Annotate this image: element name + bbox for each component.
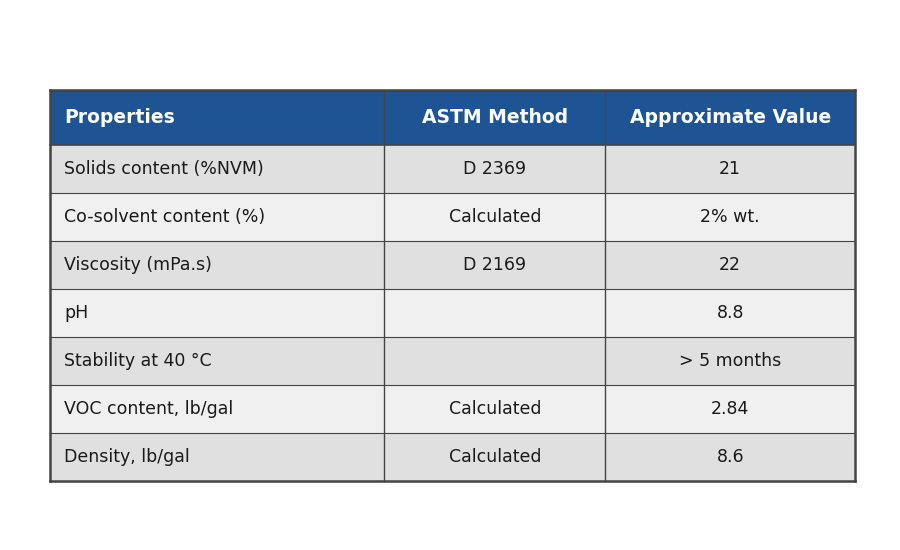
Bar [50,145,855,193]
Text: D 2169: D 2169 [464,256,526,274]
Text: Density, lb/gal: Density, lb/gal [64,448,190,466]
Text: 2.84: 2.84 [711,400,750,418]
Text: Stability at 40 °C: Stability at 40 °C [64,352,212,370]
Text: 8.8: 8.8 [716,304,744,322]
Text: 8.6: 8.6 [716,448,744,466]
Text: 22: 22 [719,256,742,274]
Text: Solids content (%NVM): Solids content (%NVM) [64,160,264,178]
Bar [50,289,855,337]
Text: Viscosity (mPa.s): Viscosity (mPa.s) [64,256,212,274]
Text: Calculated: Calculated [448,400,541,418]
Text: Properties: Properties [64,108,175,127]
Text: VOC content, lb/gal: VOC content, lb/gal [64,400,233,418]
Bar [50,90,384,145]
Text: ASTM Method: ASTM Method [422,108,568,127]
Bar [50,193,855,241]
Text: pH: pH [64,304,88,322]
Bar [50,241,855,289]
Bar [384,90,606,145]
Text: Calculated: Calculated [448,448,541,466]
Bar [50,337,855,385]
Bar [606,90,855,145]
Text: D 2369: D 2369 [464,160,526,178]
Bar [50,433,855,481]
Bar [50,385,855,433]
Text: 2% wt.: 2% wt. [700,208,760,226]
Text: > 5 months: > 5 months [680,352,781,370]
Text: Calculated: Calculated [448,208,541,226]
Text: Approximate Value: Approximate Value [630,108,831,127]
Text: 21: 21 [719,160,742,178]
Text: Co-solvent content (%): Co-solvent content (%) [64,208,265,226]
